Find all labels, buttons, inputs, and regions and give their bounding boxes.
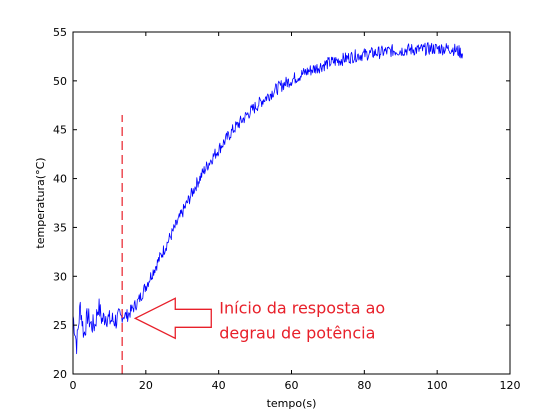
y-tick-label-6: 50 — [53, 75, 67, 88]
annotation-line-1-0: Início da resposta ao — [219, 298, 385, 317]
annotation-arrow-0 — [133, 297, 212, 340]
x-tick-label-3: 60 — [285, 379, 299, 392]
series-line-0 — [72, 42, 464, 355]
x-tick-label-1: 20 — [139, 379, 153, 392]
x-axis-label: tempo(s) — [267, 397, 317, 410]
annotation-layer: Início da resposta ao degrau de potência — [133, 297, 385, 342]
y-tick-label-1: 25 — [53, 319, 67, 332]
x-tick-label-2: 40 — [212, 379, 226, 392]
y-tick-label-7: 55 — [53, 26, 67, 39]
x-tick-label-5: 100 — [427, 379, 448, 392]
y-axis-label: temperatura(°C) — [34, 157, 47, 248]
y-tick-label-0: 20 — [53, 368, 67, 381]
x-tick-label-6: 120 — [500, 379, 521, 392]
y-tick-label-2: 30 — [53, 270, 67, 283]
x-tick-label-0: 0 — [70, 379, 77, 392]
y-tick-label-4: 40 — [53, 173, 67, 186]
series-layer — [72, 42, 464, 355]
y-tick-label-3: 35 — [53, 221, 67, 234]
x-tick-label-4: 80 — [357, 379, 371, 392]
annotation-line-2-0: degrau de potência — [219, 323, 375, 342]
y-tick-label-5: 45 — [53, 124, 67, 137]
